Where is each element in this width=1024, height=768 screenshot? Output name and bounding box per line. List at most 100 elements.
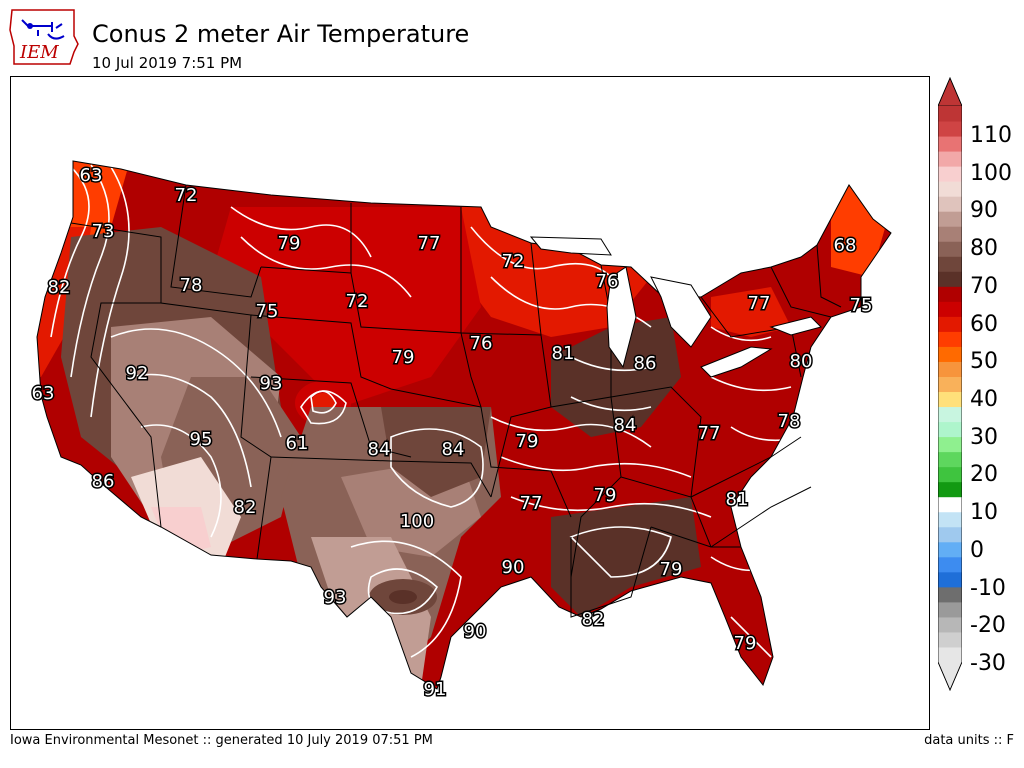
colorbar-swatch [938,346,962,362]
map-label: 79 [278,233,301,254]
footer-credit: Iowa Environmental Mesonet :: generated … [10,733,433,748]
great-lakes [529,236,822,378]
colorbar-swatch [938,646,962,663]
colorbar-swatch [938,451,962,468]
colorbar-swatch [938,511,962,528]
colorbar-swatch [938,166,962,182]
colorbar-swatch [938,136,962,152]
colorbar-swatch [938,616,962,633]
temperature-colorbar [937,76,963,692]
units-note: data units :: F [924,733,1014,748]
colorbar-swatch [938,466,962,483]
map-label: 93 [324,587,347,608]
colorbar-tick-label: 60 [970,311,998,337]
colorbar-tick-label: 110 [970,123,1012,148]
colorbar-swatch [938,316,962,332]
colorbar-tick-label: 10 [970,500,998,526]
map-label: 76 [470,333,493,354]
map-label: 84 [368,439,391,460]
map-label: 81 [726,489,749,510]
colorbar-tick-label: 50 [970,349,998,375]
map-label: 68 [834,235,857,256]
colorbar-swatch [938,571,962,588]
map-label: 91 [424,679,447,700]
colorbar-tick-label: 30 [970,424,998,450]
map-label: 93 [260,373,283,394]
colorbar-swatch [938,271,962,287]
map-label: 76 [596,271,619,292]
map-label: 63 [32,383,55,404]
colorbar-tick-label: -20 [970,613,1006,639]
map-label: 72 [346,291,369,312]
map-label: 77 [748,293,771,314]
map-label: 84 [442,439,465,460]
colorbar-swatch [938,241,962,257]
svg-text:IEM: IEM [19,42,59,63]
map-label: 82 [234,497,257,518]
map-label: 90 [464,621,487,642]
colorbar-tick-label: 0 [970,537,984,563]
map-label: 82 [582,609,605,630]
colorbar-swatch [938,541,962,558]
colorbar-swatch [938,496,962,513]
map-label: 77 [520,493,543,514]
colorbar-swatch [938,181,962,197]
map-label: 84 [614,415,637,436]
colorbar-swatch [938,196,962,212]
colorbar-swatch [938,406,962,423]
colorbar-tick-label: -10 [970,575,1006,601]
map-label: 86 [92,471,115,492]
colorbar-tick-label: -30 [970,651,1006,676]
colorbar-tick-label: 100 [970,160,1012,186]
map-label: 78 [778,411,801,432]
map-label: 82 [48,277,71,298]
map-label: 100 [400,511,434,532]
isotherm-contours [50,164,802,658]
colorbar-swatch [938,526,962,543]
colorbar-swatch [938,556,962,573]
map-label: 92 [126,363,149,384]
colorbar-swatch [938,631,962,648]
map-title: Conus 2 meter Air Temperature [92,20,470,48]
colorbar-tick-label: 20 [970,462,998,488]
colorbar-swatch [938,361,962,377]
colorbar-swatch [938,586,962,603]
map-label: 61 [286,433,309,454]
map-label: 95 [190,429,213,450]
map-label: 79 [516,431,539,452]
map-label: 79 [594,485,617,506]
iem-logo: IEM [8,6,82,68]
colorbar-swatch [938,391,962,408]
map-label: 75 [850,295,873,316]
map-label: 73 [92,221,115,242]
colorbar-tick-label: 80 [970,236,998,262]
colorbar-swatch [938,151,962,167]
colorbar-swatch [938,106,962,122]
map-label: 72 [175,185,198,206]
map-label: 80 [790,351,813,372]
map-label: 79 [392,347,415,368]
colorbar-swatch [938,256,962,272]
map-label: 79 [660,559,683,580]
map-label: 81 [552,343,575,364]
map-label: 90 [502,557,525,578]
colorbar-swatch [938,121,962,137]
map-label: 77 [418,233,441,254]
colorbar-swatch [938,226,962,242]
map-label: 75 [256,301,279,322]
map-label: 78 [180,275,203,296]
colorbar-min-arrow [937,661,963,692]
colorbar-swatch [938,331,962,347]
map-label: 79 [734,633,757,654]
map-label: 86 [634,353,657,374]
colorbar-tick-label: 40 [970,387,998,412]
colorbar-swatch [938,421,962,438]
colorbar-swatch [938,376,962,393]
map-label: 77 [698,423,721,444]
colorbar-tick-label: 90 [970,198,998,224]
map-label: 72 [502,251,525,272]
colorbar-swatch [938,301,962,317]
colorbar-swatch [938,481,962,498]
colorbar-swatch [938,286,962,302]
colorbar-max-arrow [937,76,963,107]
